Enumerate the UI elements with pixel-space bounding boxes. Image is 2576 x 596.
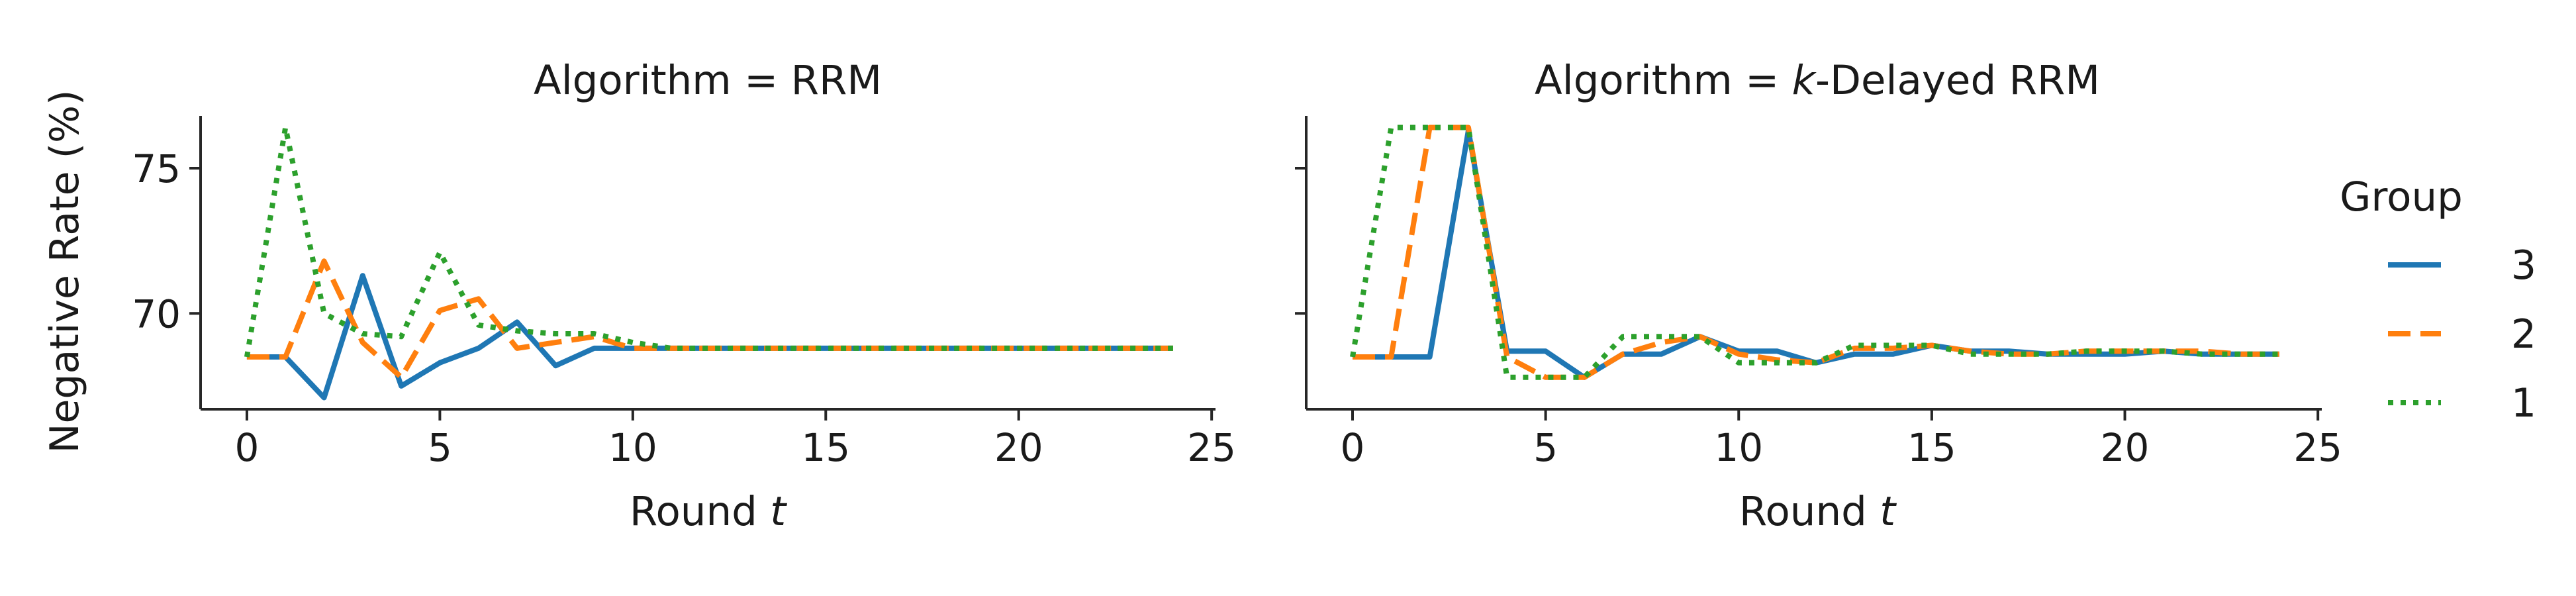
- panel-title: Algorithm = k-Delayed RRM: [1535, 57, 2100, 104]
- plot-area: 0 5 10 15 20 25: [1295, 116, 2342, 470]
- legend-items: 3 2 1: [2388, 242, 2536, 426]
- x-tick-label: 25: [2293, 425, 2342, 470]
- legend-label-group-2: 2: [2511, 311, 2536, 358]
- x-tick-label: 0: [1341, 425, 1365, 470]
- series-line-group-2: [246, 258, 1173, 380]
- x-tick-label: 25: [1187, 425, 1236, 470]
- panel-k-delayed-rrm: Algorithm = k-Delayed RRM 0 5 10 15 20 25 Rou…: [1295, 57, 2342, 535]
- x-tick-label: 0: [234, 425, 259, 470]
- legend-label-group-1: 1: [2511, 380, 2536, 426]
- legend-title: Group: [2340, 174, 2463, 221]
- y-tick-label: 70: [132, 291, 181, 336]
- series-line-group-3: [246, 273, 1173, 401]
- plot-area: 0 5 10 15 20 25 70 75: [132, 116, 1236, 470]
- y-axis-label: Negative Rate (%): [42, 90, 88, 454]
- series-line-group-2: [1353, 124, 2279, 380]
- legend: Group 3 2 1: [2340, 174, 2536, 426]
- panel-rrm: Algorithm = RRM 0 5 10 15 20 25 70 75 Round t: [132, 57, 1236, 535]
- series-line-group-1: [244, 124, 1173, 358]
- x-axis-label: Round t: [1739, 488, 1897, 535]
- x-tick-label: 10: [1714, 425, 1763, 470]
- legend-label-group-3: 3: [2511, 242, 2536, 289]
- x-tick-label: 20: [2101, 425, 2150, 470]
- x-tick-label: 15: [1907, 425, 1956, 470]
- y-tick-label: 75: [132, 146, 181, 191]
- x-axis-label: Round t: [630, 488, 787, 535]
- x-tick-label: 5: [428, 425, 452, 470]
- x-tick-label: 5: [1533, 425, 1558, 470]
- series-line-group-1: [1350, 124, 2279, 380]
- x-tick-label: 15: [801, 425, 850, 470]
- panel-title: Algorithm = RRM: [534, 57, 882, 104]
- x-tick-label: 10: [608, 425, 657, 470]
- x-tick-label: 20: [994, 425, 1043, 470]
